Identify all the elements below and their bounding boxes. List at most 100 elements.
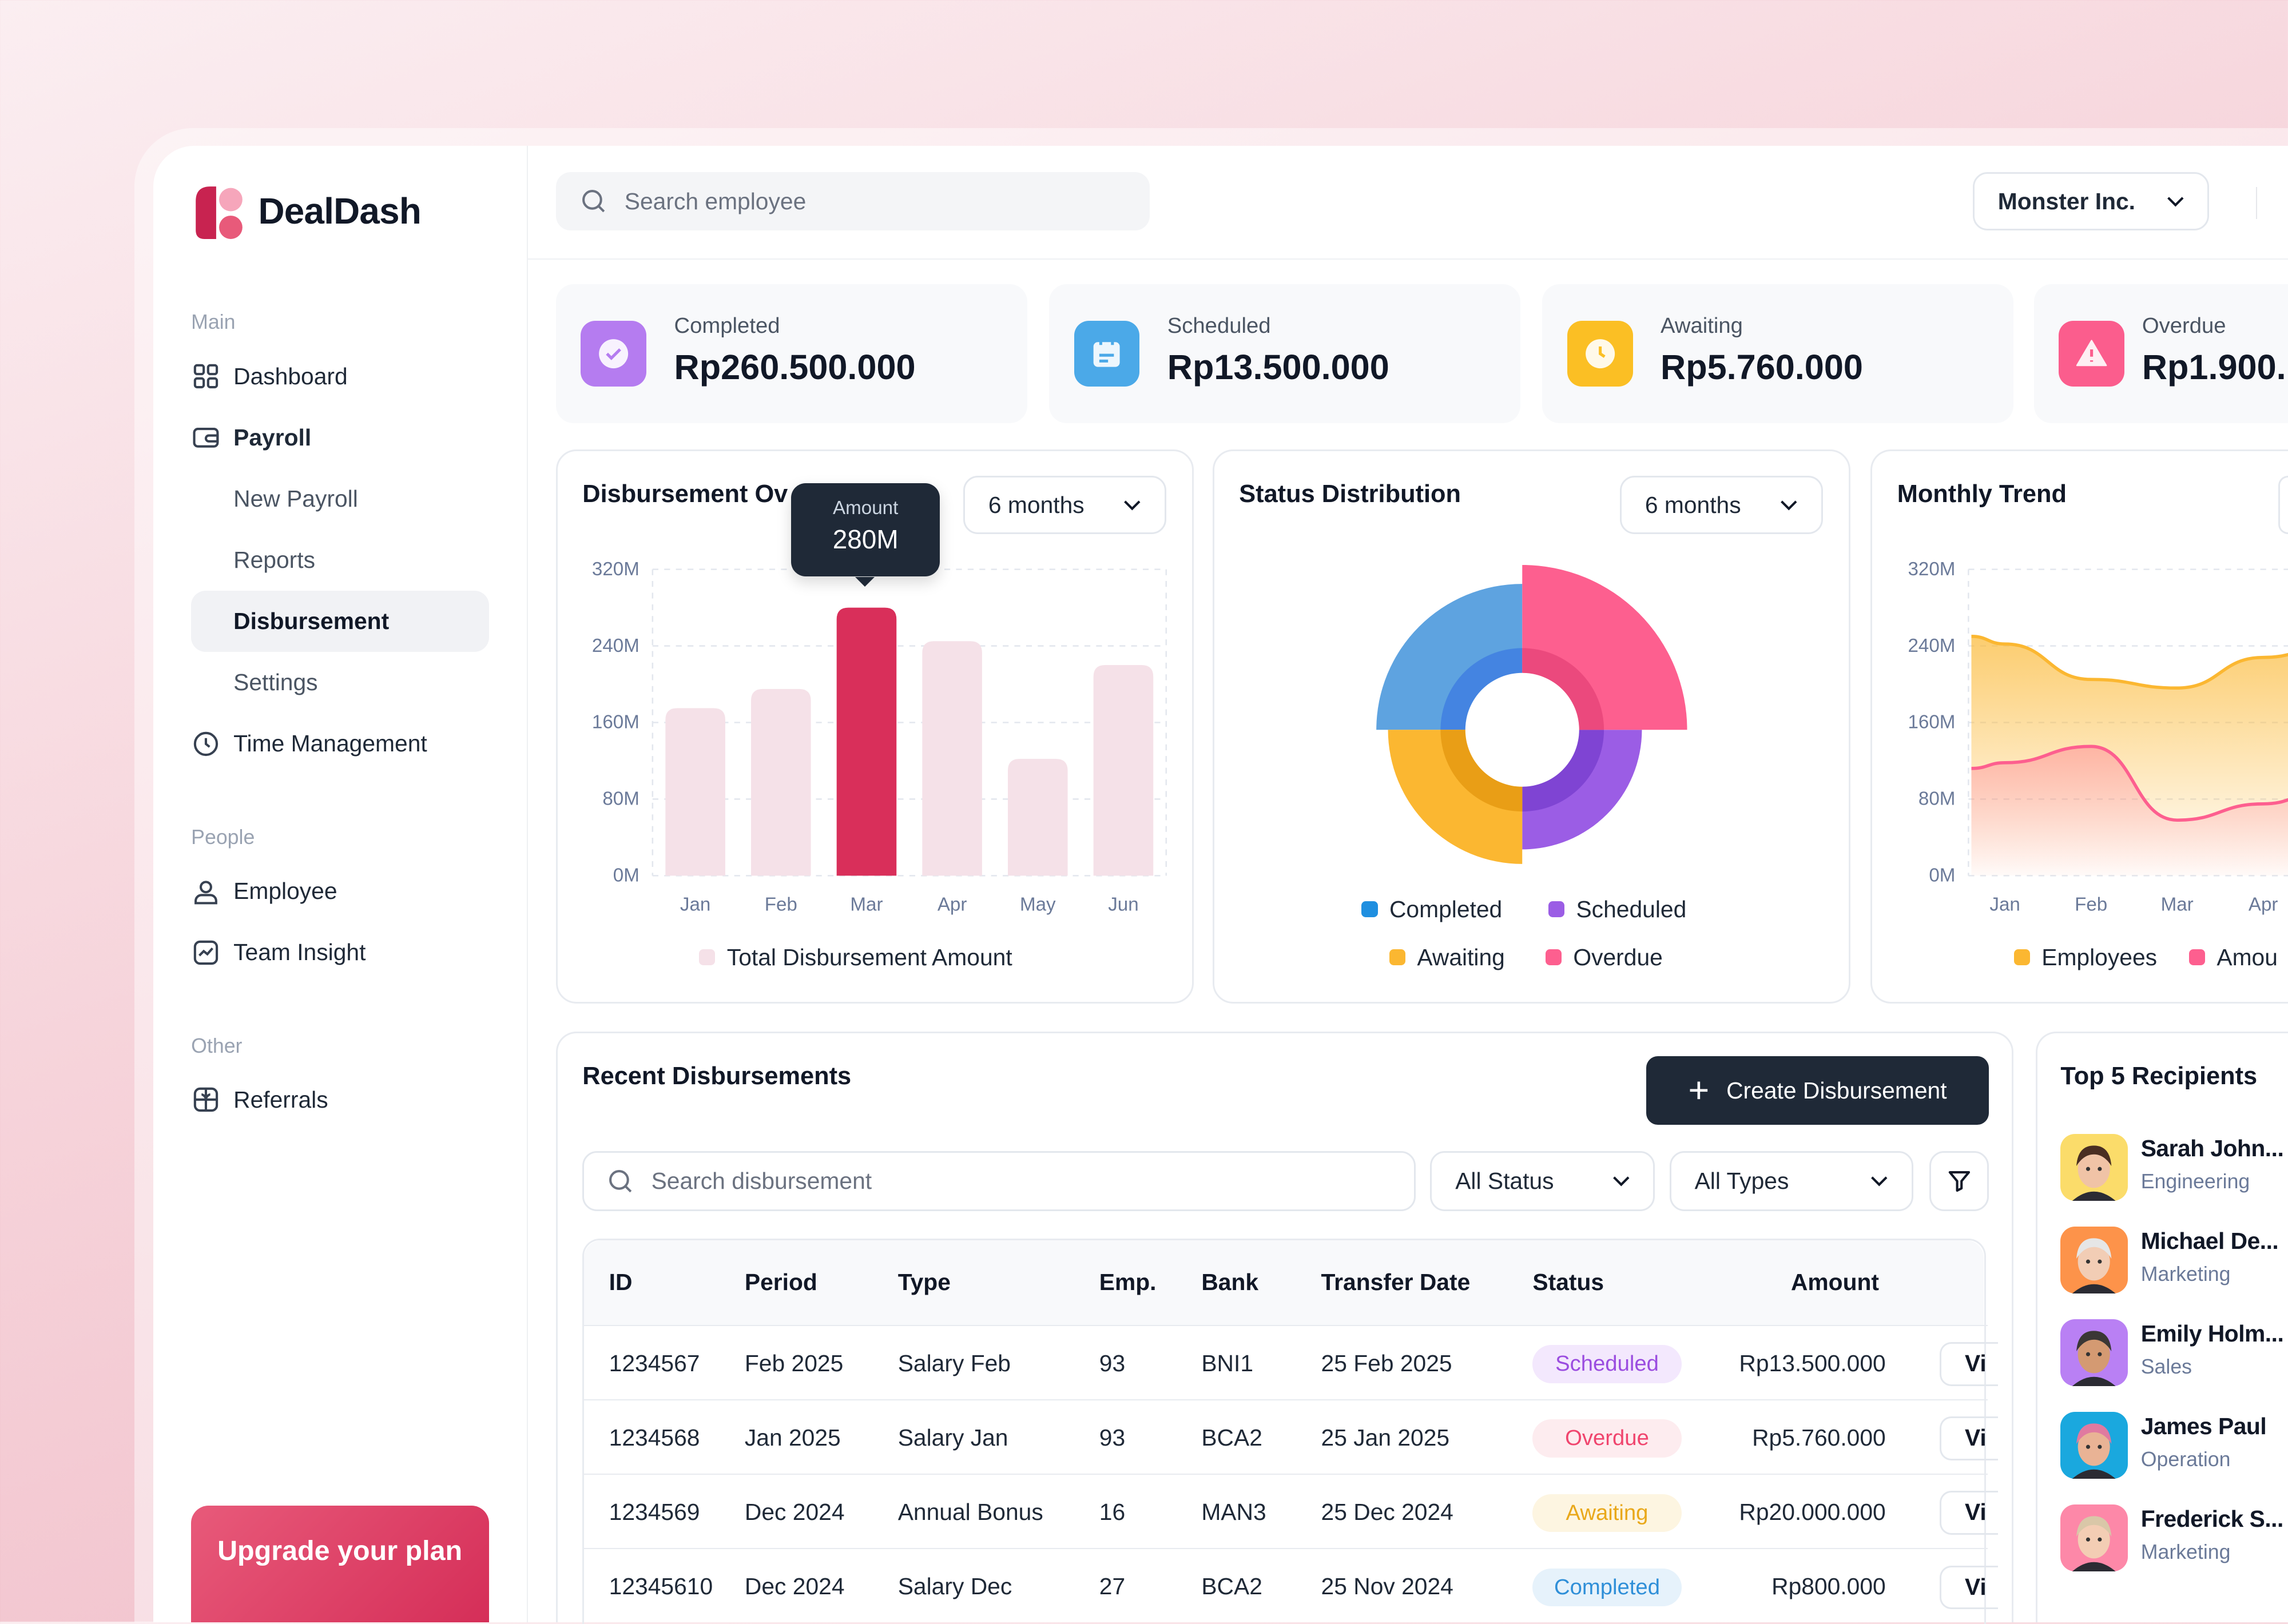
employee-search-input[interactable]: Search employee (555, 172, 1150, 231)
header-border (528, 258, 2288, 260)
legend-label: Total Disbursement Amount (726, 944, 1012, 970)
bar-apr[interactable] (922, 640, 982, 876)
sidebar-item-referrals[interactable]: Referrals (191, 1069, 488, 1131)
sidebar-item-settings[interactable]: Settings (191, 652, 488, 713)
check-circle-icon (581, 321, 647, 387)
column-header[interactable]: Type (897, 1269, 951, 1296)
column-header[interactable]: Amount (1790, 1269, 1880, 1296)
recipient-department: Engineering (2140, 1170, 2250, 1193)
cell-emp: 16 (1099, 1499, 1126, 1526)
recipient-department: Marketing (2140, 1263, 2231, 1286)
polar-area-chart (1376, 564, 1687, 864)
chart-title: Monthly Trend (1897, 480, 2067, 508)
chevron-down-icon (1124, 500, 1141, 511)
status-filter-select[interactable]: All Status (1430, 1151, 1655, 1211)
recipient-department: Sales (2140, 1355, 2192, 1379)
table-row[interactable]: 1234568 Jan 2025 Salary Jan 93 BCA2 25 J… (584, 1399, 1999, 1474)
disbursement-search-input[interactable]: Search disbursement (582, 1151, 1416, 1211)
main-content: Search employee Monster Inc. Completed R… (528, 146, 2288, 1624)
x-tick-label: Jan (680, 894, 710, 915)
column-header[interactable]: Transfer Date (1321, 1269, 1471, 1296)
column-header[interactable]: Period (744, 1269, 817, 1296)
bar-jan[interactable] (665, 708, 725, 876)
recipient-item[interactable]: Michael De... Marketing (2060, 1226, 2286, 1296)
calendar-icon (1074, 321, 1140, 387)
search-icon (582, 190, 605, 213)
inner-ring-segment (1440, 648, 1523, 730)
cell-id: 1234568 (609, 1424, 700, 1451)
bar-mar[interactable] (836, 607, 897, 876)
view-button[interactable]: Vi (1940, 1416, 1999, 1460)
sidebar-item-disbursement[interactable]: Disbursement (191, 591, 489, 652)
bar-may[interactable] (1007, 758, 1068, 876)
line-amou[interactable] (1971, 745, 2288, 822)
legend-label: Completed (1389, 895, 1503, 922)
bar-chart: 320M 240M 160M 80M 0M Jan Feb Mar Apr May Jun (592, 559, 1167, 915)
recipient-name: Emily Holm... (2140, 1320, 2284, 1347)
x-tick-label: Jun (1108, 894, 1138, 915)
sidebar-item-time-management[interactable]: Time Management (191, 713, 488, 774)
type-filter-select[interactable]: All Types (1669, 1151, 1913, 1211)
sidebar-item-label: Team Insight (233, 939, 366, 966)
y-tick-label: 240M (1908, 635, 1956, 656)
avatar (2060, 1504, 2128, 1571)
sidebar-item-dashboard[interactable]: Dashboard (191, 346, 488, 407)
cell-period: Dec 2024 (744, 1573, 845, 1600)
tooltip-arrow (855, 576, 875, 587)
column-header[interactable]: Status (1532, 1269, 1604, 1296)
cell-type: Salary Jan (897, 1424, 1008, 1451)
y-tick-label: 160M (592, 711, 639, 733)
filter-button[interactable] (1929, 1151, 1989, 1211)
sidebar-item-payroll[interactable]: Payroll (191, 407, 488, 468)
cell-amount: Rp800.000 (1771, 1573, 1886, 1600)
view-button[interactable]: Vi (1940, 1565, 1999, 1610)
bar-feb[interactable] (750, 688, 811, 876)
recipient-item[interactable]: Sarah John... Engineering (2060, 1133, 2286, 1204)
upgrade-plan-card[interactable]: Upgrade your plan (191, 1505, 489, 1622)
range-select[interactable]: 6 months (963, 476, 1166, 535)
sidebar-item-new-payroll[interactable]: New Payroll (191, 468, 488, 530)
kpi-label: Completed (674, 313, 780, 339)
area-chart: 320M 240M 160M 80M 0M Jan Feb Mar Apr (1908, 559, 2288, 915)
top-recipients-card: Top 5 Recipients Sarah John... Engineeri… (2035, 1031, 2288, 1622)
y-tick-label: 0M (1929, 865, 1956, 886)
kpi-overdue: Overdue Rp1.900. (2034, 284, 2288, 423)
section-label-people: People (191, 825, 255, 849)
column-header[interactable]: Bank (1201, 1269, 1259, 1296)
brand-name: DealDash (258, 190, 422, 232)
company-name: Monster Inc. (1997, 188, 2136, 214)
x-tick-label: Jan (1990, 894, 2020, 915)
range-select[interactable]: 6 months (1620, 476, 1823, 535)
table-row[interactable]: 1234567 Feb 2025 Salary Feb 93 BNI1 25 F… (584, 1325, 1999, 1399)
recipient-item[interactable]: Emily Holm... Sales (2060, 1319, 2286, 1389)
view-button[interactable]: Vi (1940, 1342, 1999, 1386)
cell-emp: 93 (1099, 1424, 1126, 1451)
sidebar-item-reports[interactable]: Reports (191, 530, 488, 591)
cell-type: Salary Dec (897, 1573, 1012, 1600)
create-disbursement-button[interactable]: Create Disbursement (1646, 1056, 1989, 1125)
line-employees[interactable] (1971, 634, 2288, 690)
bar-jun[interactable] (1093, 664, 1154, 876)
column-header[interactable]: Emp. (1099, 1269, 1157, 1296)
sidebar-item-team-insight[interactable]: Team Insight (191, 922, 488, 983)
recipient-item[interactable]: James Paul Operation (2060, 1411, 2286, 1482)
recipient-department: Marketing (2140, 1541, 2231, 1564)
cell-period: Feb 2025 (744, 1350, 844, 1377)
recent-disbursements-card: Recent Disbursements Create Disbursement… (555, 1031, 2014, 1624)
y-tick-label: 0M (613, 865, 639, 886)
cell-period: Jan 2025 (744, 1424, 841, 1451)
grid-icon (191, 362, 220, 391)
chevron-down-icon (1871, 1176, 1888, 1187)
cell-amount: Rp5.760.000 (1752, 1424, 1886, 1451)
sidebar-item-label: Dashboard (233, 363, 348, 389)
table-row[interactable]: 12345610 Dec 2024 Salary Dec 27 BCA2 25 … (584, 1548, 1999, 1622)
column-header[interactable]: ID (609, 1269, 633, 1296)
company-select[interactable]: Monster Inc. (1972, 172, 2210, 231)
recipient-item[interactable]: Frederick S... Marketing (2060, 1504, 2286, 1574)
cell-id: 1234569 (609, 1499, 700, 1526)
sidebar-item-employee[interactable]: Employee (191, 861, 488, 922)
view-button[interactable]: Vi (1940, 1491, 1999, 1535)
table-row[interactable]: 1234569 Dec 2024 Annual Bonus 16 MAN3 25… (584, 1474, 1999, 1548)
legend-item: Scheduled (1548, 896, 1686, 923)
app-window: DealDash Main Dashboard Payroll New Payr… (153, 146, 2288, 1624)
